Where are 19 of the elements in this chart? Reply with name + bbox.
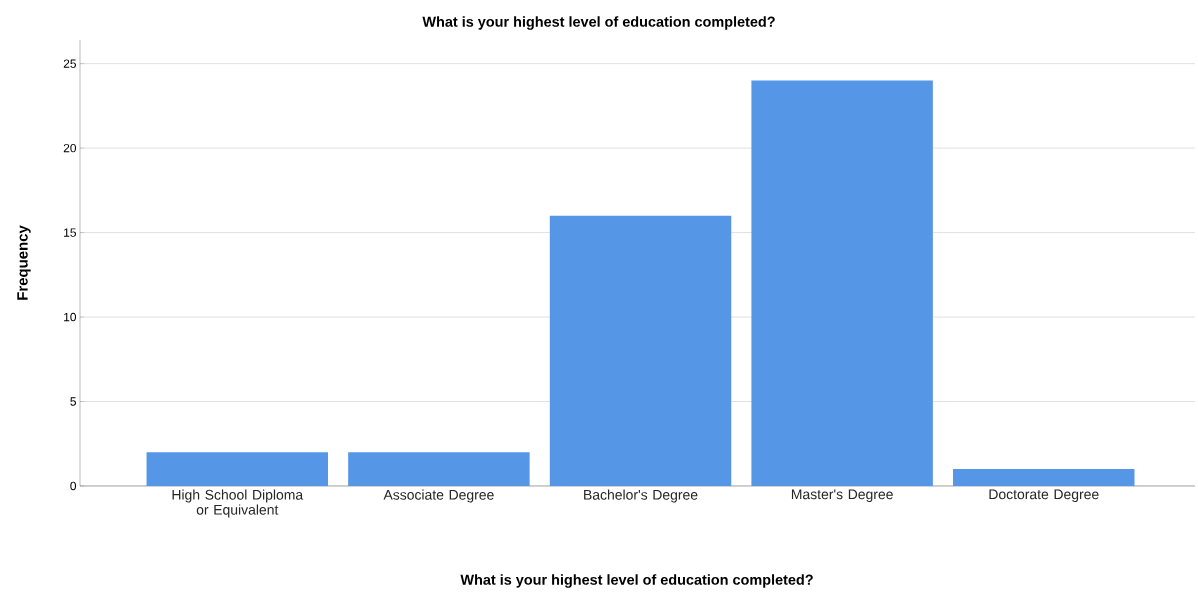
- chart-title: What is your highest level of education completed?: [422, 16, 775, 30]
- bar: [953, 469, 1135, 486]
- y-tick-label: 0: [70, 481, 77, 491]
- x-tick-label: Doctorate Degree: [989, 489, 1099, 502]
- x-tick-label: Bachelor's Degree: [584, 489, 698, 503]
- y-tick-label: 10: [64, 312, 77, 322]
- bar: [549, 215, 732, 486]
- x-tick-label: Master's Degree: [791, 489, 893, 502]
- x-tick-label: Associate Degree: [383, 489, 494, 503]
- x-axis-title: What is your highest level of education completed?: [460, 574, 813, 588]
- y-axis-title: Frequency: [17, 225, 31, 300]
- bar: [146, 452, 329, 486]
- bar: [751, 80, 933, 486]
- y-tick-label: 15: [64, 228, 76, 237]
- x-tick-label: High School Diploma or Equivalent: [172, 489, 304, 518]
- bar: [348, 452, 530, 486]
- y-tick-label: 5: [70, 397, 76, 406]
- y-tick-label: 20: [63, 143, 77, 153]
- y-tick-label: 25: [63, 59, 76, 68]
